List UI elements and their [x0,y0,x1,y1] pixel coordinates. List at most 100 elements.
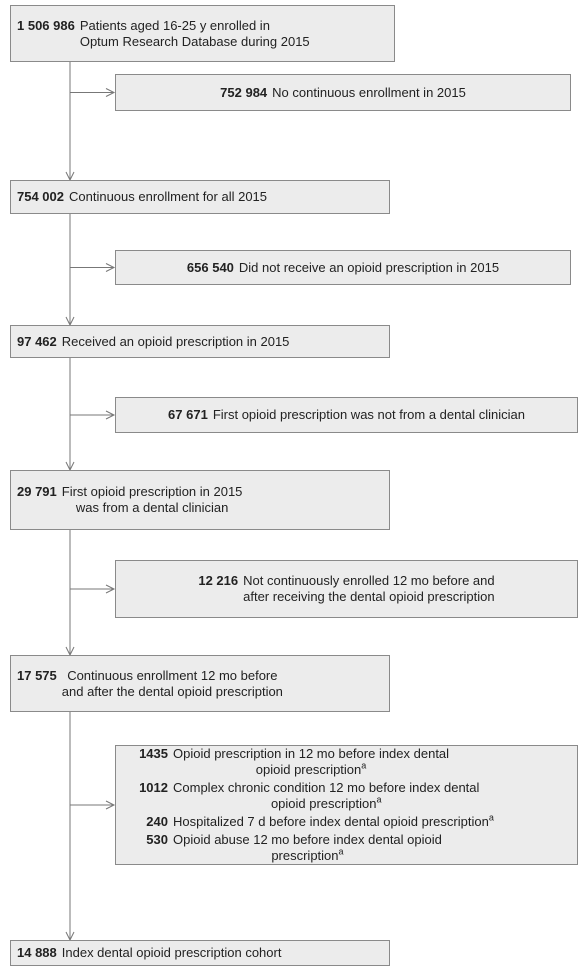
label: Complex chronic condition 12 mo before i… [173,780,479,812]
item: 240 Hospitalized 7 d before index dental … [122,812,494,830]
text: after receiving the dental opioid prescr… [243,589,495,604]
step-box: 17 575 Continuous enrollment 12 mo before… [10,655,390,712]
label: No continuous enrollment in 2015 [272,85,466,101]
label-line: No continuous enrollment in 2015 [272,85,466,101]
connector [105,800,116,810]
exclusion-box: 656 540 Did not receive an opioid prescri… [115,250,571,285]
text: Hospitalized 7 d before index dental opi… [173,814,489,829]
label: Opioid abuse 12 mo before index dental o… [173,832,442,864]
item: 1435 Opioid prescription in 12 mo before … [122,746,449,778]
label-line: and after the dental opioid prescription [62,684,283,700]
item: 67 671 First opioid prescription was not … [168,407,525,423]
exclusion-box: 67 671 First opioid prescription was not … [115,397,578,433]
connector [105,410,116,420]
footnote-mark: a [376,794,382,805]
step-box: 754 002 Continuous enrollment for all 201… [10,180,390,214]
label: First opioid prescription was not from a… [213,407,525,423]
text: was from a dental clinician [75,500,229,515]
count: 1 506 986 [17,17,75,33]
count: 240 [146,814,168,829]
exclusion-box: 12 216 Not continuously enrolled 12 mo be… [115,560,578,618]
item: 1012 Complex chronic condition 12 mo befo… [122,780,479,812]
label-line: Optum Research Database during 2015 [80,34,310,50]
label-line: Received an opioid prescription in 2015 [62,334,290,350]
text: First opioid prescription was not from a… [212,407,525,422]
label: Opioid prescription in 12 mo before inde… [173,746,449,778]
label-line: First opioid prescription in 2015 [62,484,243,500]
label-line: Continuous enrollment for all 2015 [69,189,267,205]
count: 656 540 [186,259,234,275]
exclusion-box: 752 984 No continuous enrollment in 2015 [115,74,571,111]
count: 12 216 [198,573,239,588]
item: 12 216 Not continuously enrolled 12 mo be… [198,573,494,605]
text: Continuous enrollment for all 2015 [69,189,268,204]
item: 17 575 Continuous enrollment 12 mo before… [17,668,283,700]
step-box: 1 506 986 Patients aged 16-25 y enrolled … [10,5,395,62]
text: Complex chronic condition 12 mo before i… [173,780,480,795]
count: 754 002 [17,189,64,204]
step-box: 14 888 Index dental opioid prescription c… [10,940,390,966]
footnote-mark: a [488,812,494,823]
text: Not continuously enrolled 12 mo before a… [243,573,495,588]
text: Opioid abuse 12 mo before index dental o… [173,832,442,847]
label-line: prescriptiona [271,846,344,864]
label: Hospitalized 7 d before index dental opi… [173,812,494,830]
text: prescription [271,848,339,863]
count: 29 791 [17,484,57,499]
label-line: opioid prescriptiona [255,761,367,778]
label: First opioid prescription in 2015 was fro… [62,484,243,516]
count: 17 575 [17,667,57,683]
text: Opioid prescription in 12 mo before inde… [173,746,450,761]
count: 530 [146,832,168,847]
text: opioid prescription [270,796,377,811]
text: Continuous enrollment 12 mo before [67,667,278,683]
label-line: Complex chronic condition 12 mo before i… [173,780,479,796]
count: 1012 [139,780,168,795]
label-line: Index dental opioid prescription cohort [62,945,282,961]
step-box: 29 791 First opioid prescription in 2015 w… [10,470,390,530]
connector [105,88,116,97]
item: 1 506 986 Patients aged 16-25 y enrolled … [17,18,310,50]
count: 67 671 [168,407,208,422]
text: Optum Research Database during 2015 [79,33,310,49]
item: 14 888 Index dental opioid prescription c… [17,945,281,961]
label-line: after receiving the dental opioid prescr… [243,589,494,605]
label-line: was from a dental clinician [76,500,228,516]
connector [105,263,116,272]
text: and after the dental opioid prescription [61,683,283,699]
label: Received an opioid prescription in 2015 [62,334,290,350]
text: No continuous enrollment in 2015 [272,84,466,100]
label-line: Not continuously enrolled 12 mo before a… [243,573,495,589]
step-box: 97 462 Received an opioid prescription in… [10,325,390,358]
label-line: Did not receive an opioid prescription i… [239,260,499,276]
exclusion-box: 1435 Opioid prescription in 12 mo before … [115,745,578,865]
label-line: Patients aged 16-25 y enrolled in [80,18,310,34]
item: 29 791 First opioid prescription in 2015 w… [17,484,242,516]
text: First opioid prescription in 2015 [61,484,243,499]
text: opioid prescription [255,762,362,777]
item: 530 Opioid abuse 12 mo before index denta… [122,832,442,864]
text: Received an opioid prescription in 2015 [61,333,290,349]
label: Continuous enrollment for all 2015 [69,189,267,205]
footnote-mark: a [338,846,344,857]
label: Patients aged 16-25 y enrolled in Optum R… [80,18,310,50]
count: 97 462 [17,333,57,349]
text: Did not receive an opioid prescription i… [238,259,500,275]
label-line: First opioid prescription was not from a… [213,407,525,423]
label: Did not receive an opioid prescription i… [239,260,499,276]
label: Not continuously enrolled 12 mo before a… [243,573,495,605]
count: 14 888 [17,945,57,960]
text: Patients aged 16-25 y enrolled in [79,17,270,33]
count: 1435 [139,746,168,761]
item: 97 462 Received an opioid prescription in… [17,334,289,350]
label-line: Continuous enrollment 12 mo before [67,668,277,684]
item: 752 984 No continuous enrollment in 2015 [220,85,466,101]
text: Index dental opioid prescription cohort [61,945,282,960]
connector [105,584,116,594]
label-line: opioid prescriptiona [270,794,382,812]
label: Continuous enrollment 12 mo before and af… [62,668,283,700]
item: 754 002 Continuous enrollment for all 201… [17,189,267,205]
count: 752 984 [220,84,268,100]
label-line: Opioid prescription in 12 mo before inde… [173,746,449,762]
